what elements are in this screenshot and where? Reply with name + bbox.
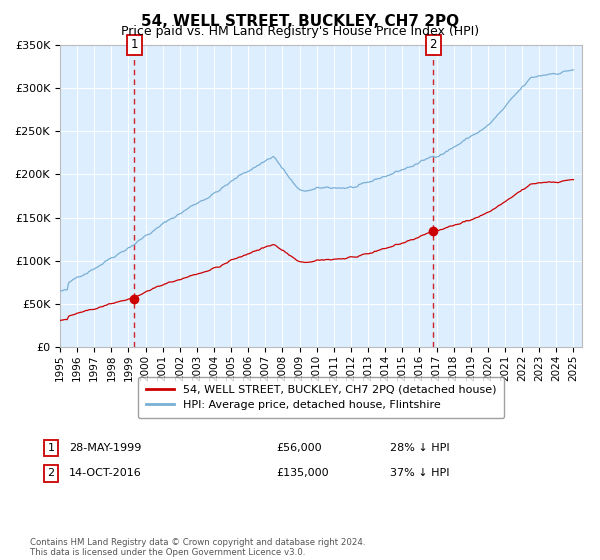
Text: £135,000: £135,000 <box>276 468 329 478</box>
Text: 37% ↓ HPI: 37% ↓ HPI <box>390 468 449 478</box>
Text: 2: 2 <box>430 38 437 52</box>
Text: 14-OCT-2016: 14-OCT-2016 <box>69 468 142 478</box>
Text: 28-MAY-1999: 28-MAY-1999 <box>69 443 142 453</box>
Text: Contains HM Land Registry data © Crown copyright and database right 2024.
This d: Contains HM Land Registry data © Crown c… <box>30 538 365 557</box>
Text: 28% ↓ HPI: 28% ↓ HPI <box>390 443 449 453</box>
Text: Price paid vs. HM Land Registry's House Price Index (HPI): Price paid vs. HM Land Registry's House … <box>121 25 479 38</box>
Text: 1: 1 <box>47 443 55 453</box>
Text: 2: 2 <box>47 468 55 478</box>
Text: 54, WELL STREET, BUCKLEY, CH7 2PQ: 54, WELL STREET, BUCKLEY, CH7 2PQ <box>141 14 459 29</box>
Legend: 54, WELL STREET, BUCKLEY, CH7 2PQ (detached house), HPI: Average price, detached: 54, WELL STREET, BUCKLEY, CH7 2PQ (detac… <box>138 377 504 418</box>
Text: 1: 1 <box>131 38 138 52</box>
Text: £56,000: £56,000 <box>276 443 322 453</box>
